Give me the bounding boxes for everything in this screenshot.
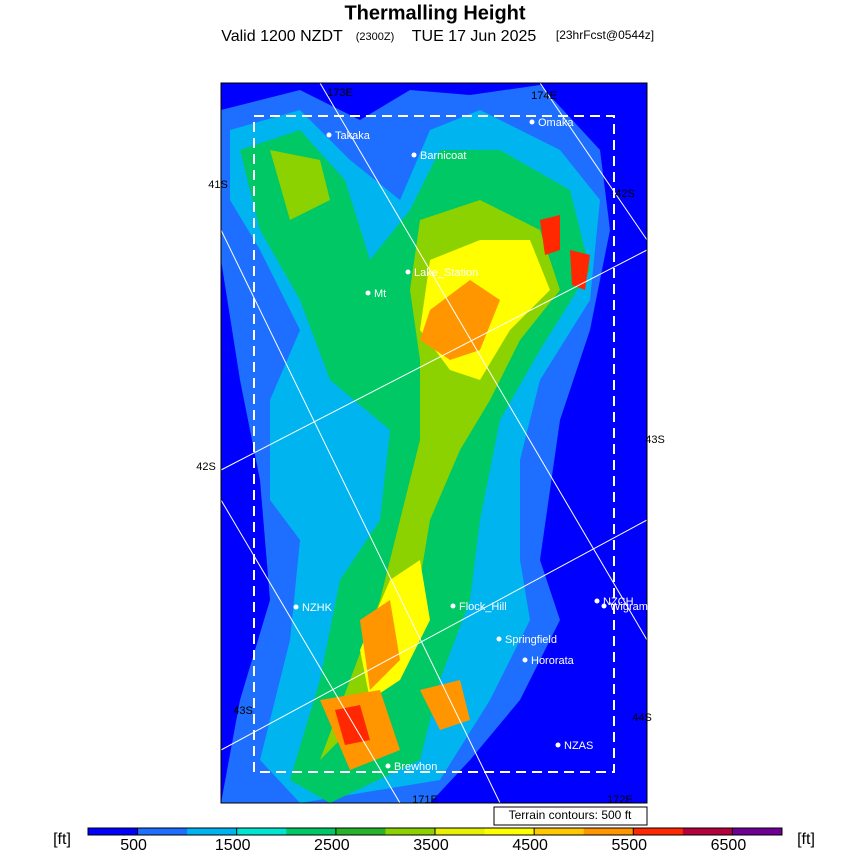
colorbar-segment <box>385 828 436 835</box>
note: Terrain contours: 500 ft <box>509 808 632 822</box>
valid: Valid 1200 NZDT <box>221 28 343 45</box>
grid-label: 174E <box>531 90 557 102</box>
grid-label: 172E <box>607 794 633 806</box>
colorbar-segment <box>435 828 486 835</box>
grid-label: 44S <box>632 712 652 724</box>
grid-label: 173E <box>327 87 353 99</box>
place-dot <box>365 290 371 296</box>
unit-right: [ft] <box>797 831 815 848</box>
place-label: Hororata <box>531 655 575 667</box>
place-label: Takaka <box>335 130 371 142</box>
place-dot <box>405 269 411 275</box>
place-label: NZHK <box>302 602 333 614</box>
terrain-band <box>360 240 550 700</box>
zulu: (2300Z) <box>356 31 395 43</box>
place-label: Flock_Hill <box>459 601 507 613</box>
graticule <box>221 83 647 803</box>
place-dot <box>385 763 391 769</box>
colorbar-segment <box>88 828 139 835</box>
colorbar-label: 6500 <box>711 837 747 854</box>
map: Takaka Barnicoat Omaka Lake_Station Mt NZHK Fl… <box>196 82 665 826</box>
place-dot <box>601 603 607 609</box>
colorbar-segment <box>236 828 287 835</box>
grid-label: 42S <box>615 188 635 200</box>
place-dot <box>496 636 502 642</box>
colorbar-label: 2500 <box>314 837 350 854</box>
place-label: Barnicoat <box>420 150 466 162</box>
grid-label: 42S <box>196 461 216 473</box>
colorbar: 500 1500 2500 3500 4500 5500 6500 <box>87 827 783 854</box>
colorbar-segment <box>633 828 684 835</box>
grid-label: 41S <box>208 179 228 191</box>
colorbar-segment <box>534 828 585 835</box>
place-label: NZAS <box>564 740 593 752</box>
place-dot <box>411 152 417 158</box>
colorbar-segment <box>286 828 337 835</box>
place-label: Omaka <box>538 117 574 129</box>
colorbar-segment <box>335 828 386 835</box>
place-dot <box>326 132 332 138</box>
place-label: Lake_Station <box>414 267 478 279</box>
grid-label: 43S <box>233 705 253 717</box>
colorbar-label: 3500 <box>413 837 449 854</box>
place-label: Brewhon <box>394 761 437 773</box>
forecast: [23hrFcst@0544z] <box>556 28 654 42</box>
place-dot <box>529 119 535 125</box>
colorbar-label: 5500 <box>611 837 647 854</box>
place-dot <box>450 603 456 609</box>
map-frame <box>220 82 648 804</box>
title: Thermalling Height <box>344 2 525 24</box>
place-dot <box>293 604 299 610</box>
grid-label: 43S <box>645 434 665 446</box>
unit-left: [ft] <box>53 831 71 848</box>
colorbar-segment <box>137 828 188 835</box>
grid-label: 171E <box>412 794 438 806</box>
colorbar-label: 4500 <box>512 837 548 854</box>
colorbar-label: 1500 <box>215 837 251 854</box>
colorbar-segment <box>187 828 238 835</box>
note-box <box>493 806 648 826</box>
colorbar-segment <box>583 828 634 835</box>
colorbar-segment <box>732 828 783 835</box>
place-label: Springfield <box>505 634 557 646</box>
place-label: Wigram <box>610 601 648 613</box>
domain-box <box>253 115 615 773</box>
colorbar-segment <box>484 828 535 835</box>
place-dot <box>522 657 528 663</box>
date: TUE 17 Jun 2025 <box>412 28 537 45</box>
place-label: Mt <box>374 288 386 300</box>
colorbar-label: 500 <box>120 837 147 854</box>
place-label: NZCH <box>603 596 634 608</box>
colorbar-segment <box>682 828 733 835</box>
place-dot <box>555 742 561 748</box>
terrain-band <box>320 280 500 770</box>
place-dot <box>594 598 600 604</box>
